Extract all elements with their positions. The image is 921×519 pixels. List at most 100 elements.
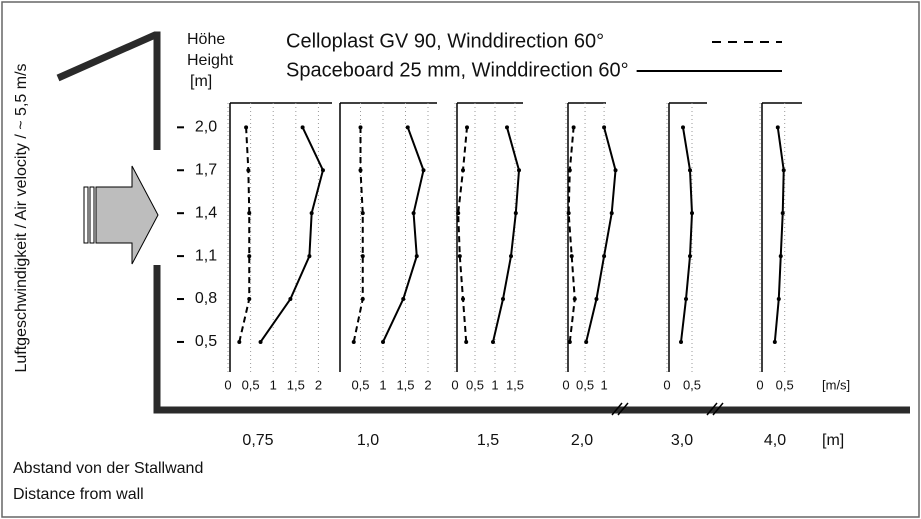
profile-line [382, 126, 425, 343]
arrow-bar [89, 186, 95, 244]
point [491, 339, 495, 344]
point [602, 125, 607, 130]
distance-label: 2,0 [571, 432, 593, 449]
point [684, 297, 688, 302]
profile-line [680, 127, 694, 343]
point [571, 125, 576, 130]
point [358, 168, 363, 173]
point [300, 125, 305, 130]
point [567, 339, 572, 344]
point [309, 211, 314, 216]
point [688, 168, 692, 173]
point [501, 297, 505, 302]
point [414, 254, 419, 259]
profile-line [492, 127, 521, 343]
x-tick-label: 0,5 [683, 377, 701, 392]
point [569, 254, 574, 259]
y-tick-label: 2,0 [195, 119, 217, 136]
arrow-bar [83, 186, 89, 244]
point [360, 211, 365, 216]
point [247, 211, 252, 216]
x-tick-label: 0 [663, 377, 670, 392]
point [244, 125, 249, 130]
break [611, 402, 623, 416]
x-tick-label: 0,5 [576, 377, 594, 392]
point [401, 297, 406, 302]
point [584, 339, 589, 344]
wall-top [56, 31, 161, 150]
profile-line [238, 127, 251, 343]
y-tick-label: 0,5 [195, 333, 217, 350]
profile-line [585, 127, 617, 343]
point [258, 339, 263, 344]
legend-label: Celloplast GV 90, Winddirection 60° [286, 30, 604, 52]
point [776, 297, 781, 302]
distance-title: Distance from wall [13, 486, 144, 503]
x-tick-label: 0 [451, 377, 458, 392]
point [320, 168, 325, 173]
wall-floor [153, 265, 910, 414]
x-tick-label: 2 [424, 377, 431, 392]
point [505, 125, 509, 130]
break [712, 402, 724, 416]
air-arrow [83, 165, 159, 265]
point [781, 168, 786, 173]
floor-breaks [611, 402, 724, 416]
distance-title: Abstand von der Stallwand [13, 460, 203, 477]
x-tick-label: 0,5 [776, 377, 794, 392]
point [509, 254, 513, 259]
x-tick-label: 1,5 [506, 377, 524, 392]
profile-line [773, 127, 785, 343]
x-tick-label: 0,5 [351, 377, 369, 392]
y-tick-label: 1,7 [195, 161, 217, 178]
distance-label: 3,0 [671, 432, 693, 449]
x-tick-label: 1 [379, 377, 386, 392]
point [679, 339, 683, 344]
point [247, 297, 252, 302]
point [288, 297, 293, 302]
point [464, 339, 469, 344]
point [461, 168, 465, 173]
distance-label: 1,0 [357, 432, 379, 449]
point [566, 211, 571, 216]
y-tick-label: 1,1 [195, 247, 217, 264]
y-axis-title: Luftgeschwindigkeit / Air velocity / ~ 5… [13, 63, 30, 372]
y-heading: Höhe [187, 31, 225, 48]
break [617, 402, 629, 416]
point [457, 254, 462, 259]
point [247, 254, 252, 259]
point [351, 339, 356, 344]
point [421, 168, 426, 173]
profile-line [259, 126, 325, 343]
point [690, 211, 694, 216]
point [237, 339, 242, 344]
point [613, 168, 618, 173]
point [517, 168, 521, 173]
x-tick-label: 0,5 [242, 377, 260, 392]
distance-label: 1,5 [477, 432, 499, 449]
point [246, 168, 251, 173]
y-tick-label: 1,4 [195, 204, 217, 221]
wall-graphic [56, 31, 910, 414]
point [411, 211, 416, 216]
point [688, 254, 692, 259]
point [456, 211, 461, 216]
point [461, 297, 465, 302]
x-unit: [m/s] [822, 377, 850, 392]
point [381, 339, 385, 344]
point [681, 125, 685, 130]
legend-label: Spaceboard 25 mm, Winddirection 60° [286, 59, 629, 81]
point [594, 297, 599, 302]
point [609, 211, 614, 216]
profile-line [457, 127, 468, 343]
point [307, 254, 312, 259]
y-tick-label: 0,8 [195, 290, 217, 307]
point [780, 211, 785, 216]
arrow [95, 165, 159, 265]
x-tick-label: 0 [224, 377, 231, 392]
point [513, 211, 518, 216]
point [772, 339, 777, 344]
x-tick-label: 1,5 [287, 377, 305, 392]
point [775, 125, 780, 130]
